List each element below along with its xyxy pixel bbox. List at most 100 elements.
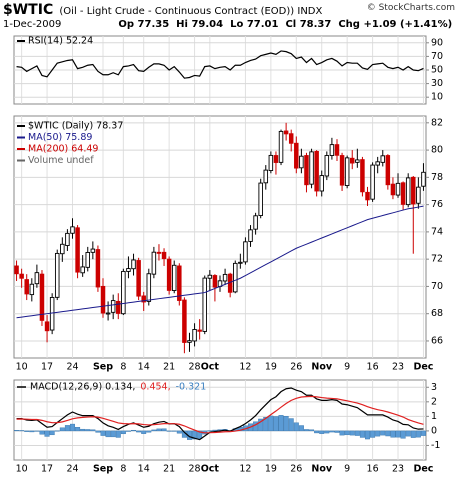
y-tick-label: 74	[431, 226, 443, 237]
candle-body	[161, 251, 167, 260]
candle-body	[126, 268, 131, 272]
candle-body	[309, 151, 314, 185]
y-tick-label: 82	[431, 117, 443, 128]
legend-label: 0.454,	[140, 382, 170, 393]
candle-body	[146, 273, 152, 302]
y-tick-label: 70	[431, 281, 443, 292]
histogram-bar	[298, 425, 304, 432]
histogram-bar	[253, 421, 259, 432]
x-tick-label: Sep	[93, 362, 113, 373]
candle-body	[49, 297, 55, 331]
plot	[14, 122, 426, 354]
candle-body	[294, 142, 299, 169]
candle-body	[370, 164, 375, 200]
candle-body	[329, 144, 335, 156]
legend-label: MA(50) 75.89	[28, 132, 92, 143]
histogram-bar	[329, 430, 335, 433]
histogram-bar	[80, 428, 86, 432]
histogram-bar	[319, 430, 325, 434]
x-tick-label: 19	[265, 362, 277, 373]
histogram-bar	[380, 430, 386, 436]
histogram-bar	[156, 428, 162, 432]
legend-label: $WTIC (Daily) 78.37	[28, 121, 123, 132]
histogram-bar	[59, 427, 65, 432]
candle-body	[263, 169, 269, 184]
histogram-bar	[49, 430, 55, 436]
histogram-bar	[161, 428, 167, 432]
quote-item: Lo 77.01	[230, 19, 279, 30]
x-tick-label: 12	[239, 362, 251, 373]
histogram-bar	[354, 430, 360, 436]
x-tick-label: Oct	[201, 362, 220, 373]
candle-body	[288, 133, 294, 144]
y-tick-label: 2	[431, 396, 437, 407]
histogram-bar	[278, 415, 284, 432]
histogram-bar	[100, 430, 106, 436]
x-tick-label: Nov	[311, 362, 332, 373]
histogram-bar	[344, 430, 350, 436]
histogram-bar	[120, 430, 126, 435]
candle-body	[80, 266, 85, 274]
legend-label: -0.321	[176, 382, 207, 393]
y-tick-label: 76	[431, 199, 443, 210]
histogram-bar	[370, 430, 376, 438]
histogram-bar	[395, 430, 401, 438]
candle-body	[54, 252, 60, 298]
series-line	[16, 205, 424, 319]
candle-body	[105, 312, 111, 315]
x-tick-label: 10	[16, 362, 28, 373]
histogram-bar	[192, 430, 198, 440]
quote-item: Chg +1.09 (+1.41%)	[338, 19, 453, 30]
x-tick-label: 28	[189, 464, 201, 475]
histogram-bar	[349, 430, 355, 436]
x-tick-label: 8	[120, 362, 126, 373]
candle-body	[197, 329, 202, 332]
y-tick-label: 68	[431, 308, 443, 319]
candle-body	[70, 226, 75, 234]
histogram-bar	[309, 429, 315, 432]
histogram-bar	[212, 429, 218, 432]
histogram-bar	[314, 430, 320, 434]
y-tick-label: 66	[431, 335, 443, 346]
candle-body	[187, 340, 192, 343]
candle-body	[14, 265, 19, 275]
candle-body	[121, 270, 126, 315]
histogram-bar	[54, 430, 60, 432]
candle-body	[75, 227, 80, 273]
histogram-bar	[288, 418, 294, 432]
panel-frame	[13, 379, 427, 461]
candle-body	[151, 251, 157, 275]
y-tick-label: 90	[431, 37, 443, 48]
candle-body	[136, 260, 141, 297]
histogram-bar	[105, 430, 111, 438]
quote-item: Hi 79.04	[176, 19, 224, 30]
x-tick-label: 24	[66, 362, 78, 373]
candle-body	[100, 285, 106, 314]
y-tick-label: 0	[431, 425, 437, 436]
histogram-bar	[19, 430, 25, 432]
x-tick-label: 28	[189, 362, 201, 373]
histogram-bar	[283, 416, 289, 432]
x-tick-label: 23	[392, 362, 404, 373]
y-tick-label: 3	[431, 382, 437, 393]
x-tick-label: Nov	[311, 464, 332, 475]
candle-body	[177, 265, 182, 301]
histogram-bar	[24, 430, 30, 432]
candle-body	[34, 272, 40, 285]
x-tick-label: Sep	[93, 464, 113, 475]
quote-line: 1-Dec-2009 Op 77.35 Hi 79.04 Lo 77.01 Cl 78…	[3, 19, 452, 30]
candle-body	[233, 262, 238, 293]
histogram-bar	[39, 430, 45, 435]
x-tick-label: 16	[367, 362, 379, 373]
y-tick-label: 1	[431, 411, 437, 422]
histogram-bar	[258, 418, 264, 432]
plot	[14, 387, 426, 441]
candle-body	[222, 273, 228, 282]
histogram-bar	[303, 429, 309, 432]
histogram-bar	[90, 429, 96, 432]
x-tick-label: 24	[66, 464, 78, 475]
candle-body	[390, 183, 396, 196]
candle-body	[355, 159, 360, 163]
histogram-bar	[339, 430, 345, 436]
candle-body	[85, 252, 91, 268]
